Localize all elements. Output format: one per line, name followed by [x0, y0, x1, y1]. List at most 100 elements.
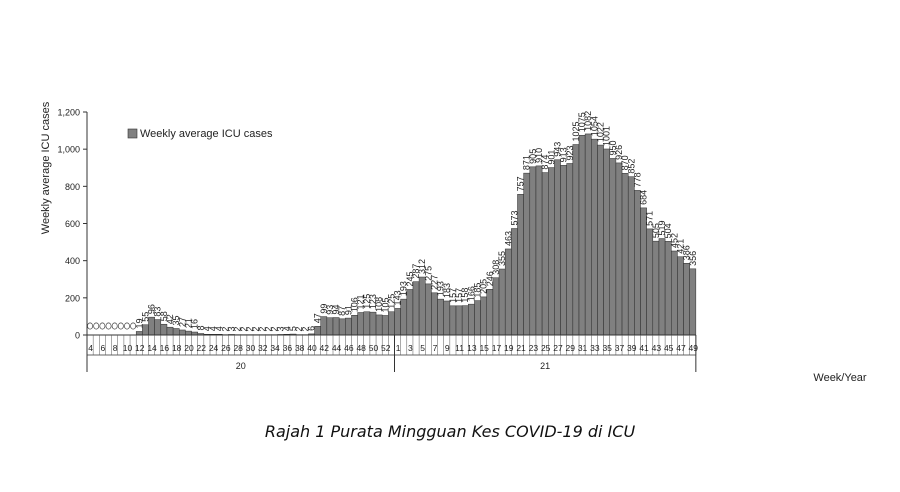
data-labels: 1955968358423527211684442322222223452264…: [134, 111, 698, 332]
bar-value-label: 1054: [589, 116, 599, 136]
x-tick-label: 42: [320, 343, 330, 353]
bar: [449, 305, 457, 336]
bar-value-label: 121: [356, 294, 366, 309]
bar-value-label: 205: [479, 279, 489, 294]
bar: [363, 311, 371, 336]
bar: [425, 283, 432, 336]
bar: [523, 172, 531, 336]
bar-value-label: 6: [306, 326, 316, 331]
bar: [369, 311, 377, 336]
bar-value-label: 108: [374, 297, 384, 312]
y-tick-label: 400: [65, 256, 80, 266]
bar: [621, 173, 629, 336]
x-tick-label: 11: [455, 343, 464, 353]
bar-value-label: 4: [214, 326, 224, 331]
bar-value-label: 47: [313, 313, 323, 323]
bar-value-label: 19: [134, 318, 144, 328]
x-tick-label: 31: [578, 343, 588, 353]
x-tick-label: 21: [516, 343, 526, 353]
bar-value-label: 27: [177, 317, 187, 327]
x-tick-label: 50: [369, 343, 379, 353]
bar-value-label: 158: [460, 288, 470, 303]
bar: [468, 303, 475, 336]
y-tick-label: 800: [65, 182, 80, 192]
bar-value-label: 871: [522, 155, 532, 170]
bar-value-label: 505: [651, 223, 661, 238]
bar-value-label: 2: [294, 327, 304, 332]
bar-value-label: 1075: [577, 112, 587, 132]
x-tick-label: 13: [467, 343, 477, 353]
x-tick-label: 18: [172, 343, 182, 353]
bar: [658, 238, 666, 336]
legend-swatch: [127, 128, 138, 139]
bar: [486, 289, 494, 336]
bar-value-label: 227: [429, 275, 439, 290]
x-tick-label: 3: [408, 343, 413, 353]
bar: [664, 241, 672, 336]
bar-value-label: 2: [263, 327, 273, 332]
x-tick-label: 43: [652, 343, 662, 353]
bar-value-label: 3: [227, 326, 237, 331]
bar-value-label: 287: [411, 264, 421, 279]
bar: [480, 296, 488, 336]
bar: [160, 323, 168, 336]
bar-value-label: 16: [190, 319, 200, 329]
bar-value-label: 58: [159, 311, 169, 321]
bar-value-label: 571: [645, 211, 655, 226]
bar-marker: [87, 322, 94, 330]
x-tick-label: 36: [283, 343, 293, 353]
x-tick-label: 7: [433, 343, 438, 353]
bar-value-label: 166: [466, 286, 476, 301]
bar-value-label: 125: [362, 294, 372, 309]
x-tick-label: 33: [590, 343, 600, 353]
x-tick-label: 14: [147, 343, 157, 353]
figure-caption: Rajah 1 Purata Mingguan Kes COVID-19 di …: [264, 422, 636, 441]
bar-value-label: 901: [546, 150, 556, 165]
x-tick-label: 47: [676, 343, 686, 353]
bar: [652, 240, 660, 336]
x-tick-label: 26: [221, 343, 231, 353]
bar: [683, 263, 690, 336]
bar-value-label: 185: [473, 283, 483, 298]
bar: [394, 308, 401, 336]
bar: [535, 165, 543, 336]
x-tick-label: 40: [307, 343, 317, 353]
x-tick-label: 44: [332, 343, 342, 353]
bar: [671, 250, 678, 336]
bar: [351, 315, 358, 336]
x-tick-label: 22: [197, 343, 207, 353]
x-tick-label: 5: [420, 343, 425, 353]
bar: [597, 144, 604, 336]
x-tick-label: 35: [602, 343, 612, 353]
bar: [338, 318, 346, 336]
bar-value-label: 183: [442, 283, 452, 298]
bar-value-label: 355: [497, 251, 507, 266]
x-tick-label: 8: [113, 343, 118, 353]
bar-value-label: 1082: [583, 111, 593, 131]
bar: [185, 330, 192, 336]
y-tick-label: 0: [75, 331, 80, 341]
bar-value-label: 2: [270, 327, 280, 332]
bar-value-label: 910: [534, 148, 544, 163]
bar: [418, 276, 426, 336]
bar-value-label: 684: [639, 190, 649, 205]
bar: [332, 317, 340, 336]
bar-value-label: 386: [682, 245, 692, 260]
year-label: 20: [236, 361, 246, 371]
bar-value-label: 93: [325, 305, 335, 315]
bar-value-label: 2: [239, 327, 249, 332]
bar: [591, 138, 598, 336]
bar: [375, 314, 383, 336]
x-tick-label: 29: [566, 343, 576, 353]
bar: [388, 311, 395, 336]
y-axis: 0 200 400 600 800 1,000 1,200: [57, 108, 88, 341]
x-tick-label: 46: [344, 343, 354, 353]
bar: [474, 300, 481, 336]
x-tick-label: 39: [627, 343, 637, 353]
bar: [345, 317, 352, 336]
x-tick-label: 52: [381, 343, 391, 353]
bar: [677, 256, 684, 336]
bar: [166, 326, 174, 336]
legend-label: Weekly average ICU cases: [140, 128, 273, 140]
x-tick-label: 30: [246, 343, 256, 353]
